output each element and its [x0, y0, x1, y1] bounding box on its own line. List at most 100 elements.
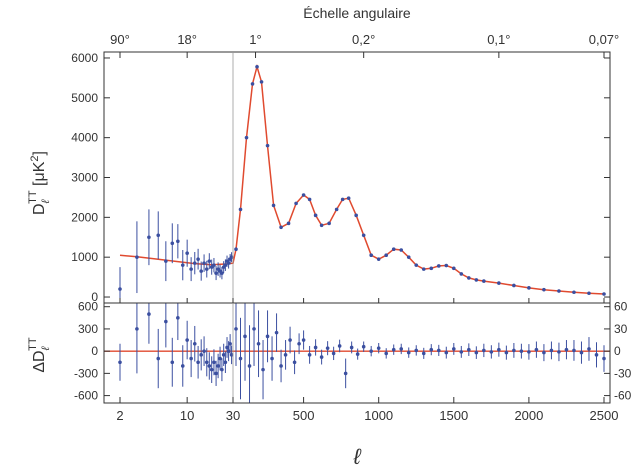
x-axis-label: ℓ	[352, 444, 361, 469]
residual-point	[229, 353, 234, 357]
data-point	[436, 264, 441, 268]
residual-point	[243, 334, 247, 339]
data-point	[164, 259, 168, 263]
top-tick-label: 18°	[177, 32, 197, 47]
data-point	[271, 203, 276, 208]
data-point	[301, 193, 306, 197]
upper-y-label-unit: [μK	[31, 161, 48, 190]
residual-point	[319, 355, 324, 359]
data-point	[474, 278, 479, 282]
residual-point	[221, 353, 226, 357]
residual-point	[220, 367, 224, 372]
data-point	[354, 213, 358, 218]
lower-y-tick-label-left: -300	[74, 366, 98, 380]
data-point	[482, 279, 486, 283]
data-point	[497, 281, 501, 285]
residual-point	[557, 350, 561, 354]
residual-point	[313, 345, 318, 350]
residual-point	[459, 350, 464, 354]
residual-point	[202, 349, 206, 353]
data-point	[244, 135, 249, 140]
data-point	[313, 213, 318, 218]
data-point	[557, 289, 561, 293]
data-point	[512, 283, 516, 288]
lower-y-tick-label-left: 600	[78, 300, 98, 314]
x-tick-label: 2500	[590, 408, 619, 423]
residual-point	[297, 341, 301, 346]
residual-point	[369, 349, 373, 353]
model-curve	[119, 63, 605, 295]
residual-point	[204, 360, 209, 365]
residual-point	[361, 344, 366, 349]
residual-point	[489, 350, 494, 354]
residual-point	[147, 312, 151, 316]
top-tick-label: 0,2°	[352, 32, 375, 47]
residual-point	[234, 327, 238, 331]
data-point	[421, 267, 426, 271]
x-tick-label: 30	[226, 408, 240, 423]
x-tick-label: 10	[180, 408, 194, 423]
upper-y-tick-label: 0	[91, 290, 98, 304]
residual-point	[436, 348, 441, 353]
lower-panel	[104, 303, 610, 403]
residual-point	[444, 350, 449, 355]
residual-point	[587, 347, 591, 351]
data-point	[319, 223, 324, 228]
residual-point	[519, 349, 524, 353]
top-tick-label: 0,1°	[487, 32, 510, 47]
residual-point	[497, 347, 501, 352]
lower-y-axis-label: ΔDℓTT	[27, 337, 52, 373]
upper-y-tick-label: 6000	[71, 51, 98, 65]
data-point	[250, 82, 255, 86]
data-point	[192, 261, 197, 265]
upper-y-label-sub: ℓ	[40, 199, 52, 204]
data-point	[572, 290, 576, 295]
residual-point	[429, 347, 434, 352]
residual-point	[283, 353, 288, 357]
lower-y-label-main: ΔD	[31, 350, 48, 372]
residual-point	[421, 351, 426, 356]
lower-y-tick-label-right: -30	[614, 366, 632, 380]
data-point	[384, 253, 389, 257]
data-point	[459, 272, 464, 276]
data-point	[135, 255, 139, 259]
residual-point	[337, 344, 342, 348]
residual-point	[279, 364, 283, 368]
top-tick-label: 90°	[110, 32, 130, 47]
residual-point	[225, 345, 229, 350]
upper-y-label-unit-sup: 2	[29, 155, 41, 161]
data-point	[414, 263, 419, 267]
axes: Échelle angulaire ℓ DℓTT [μK2] ΔDℓTT 600…	[27, 5, 632, 469]
data-point	[212, 263, 216, 267]
data-point	[279, 225, 283, 230]
data-point	[444, 263, 449, 268]
residual-point	[170, 360, 175, 365]
residual-point	[247, 364, 252, 368]
upper-y-label-main: D	[31, 203, 48, 215]
data-point	[214, 271, 218, 275]
x-tick-label: 2	[116, 408, 123, 423]
residual-point	[391, 347, 396, 352]
residual-point	[199, 353, 203, 357]
residual-point	[288, 338, 292, 342]
data-point	[391, 247, 396, 252]
data-point	[399, 248, 404, 252]
data-point	[229, 255, 234, 259]
data-point	[346, 196, 351, 201]
data-point	[259, 80, 264, 84]
data-point	[196, 257, 200, 261]
upper-panel	[118, 63, 606, 303]
upper-y-tick-label: 1000	[71, 250, 98, 264]
data-point	[307, 197, 312, 202]
upper-y-tick-label: 3000	[71, 171, 98, 185]
x-tick-label: 500	[293, 408, 315, 423]
residual-point	[216, 364, 220, 368]
residual-point	[214, 371, 218, 376]
data-point	[361, 233, 366, 238]
data-point	[587, 291, 591, 296]
lower-y-tick-label-right: 0	[614, 344, 621, 358]
residual-point	[307, 353, 312, 357]
residual-point	[594, 353, 599, 357]
residual-point	[451, 347, 456, 351]
